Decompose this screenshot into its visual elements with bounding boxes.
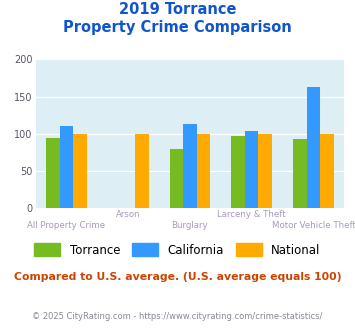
Text: Motor Vehicle Theft: Motor Vehicle Theft xyxy=(272,221,355,230)
Bar xyxy=(73,134,87,208)
Text: 2019 Torrance: 2019 Torrance xyxy=(119,2,236,16)
Text: © 2025 CityRating.com - https://www.cityrating.com/crime-statistics/: © 2025 CityRating.com - https://www.city… xyxy=(32,312,323,321)
Text: All Property Crime: All Property Crime xyxy=(27,221,105,230)
Bar xyxy=(197,134,210,208)
Bar xyxy=(135,134,148,208)
Bar xyxy=(307,87,320,208)
Bar xyxy=(170,148,183,208)
Bar xyxy=(320,134,334,208)
Text: Burglary: Burglary xyxy=(171,221,208,230)
Legend: Torrance, California, National: Torrance, California, National xyxy=(30,239,325,261)
Bar xyxy=(231,136,245,208)
Text: Compared to U.S. average. (U.S. average equals 100): Compared to U.S. average. (U.S. average … xyxy=(14,272,341,282)
Bar xyxy=(183,124,197,208)
Text: Larceny & Theft: Larceny & Theft xyxy=(217,210,286,218)
Bar xyxy=(46,138,60,208)
Bar xyxy=(293,139,307,208)
Bar xyxy=(258,134,272,208)
Bar xyxy=(60,126,73,208)
Text: Arson: Arson xyxy=(116,210,141,218)
Bar xyxy=(245,131,258,208)
Text: Property Crime Comparison: Property Crime Comparison xyxy=(63,20,292,35)
